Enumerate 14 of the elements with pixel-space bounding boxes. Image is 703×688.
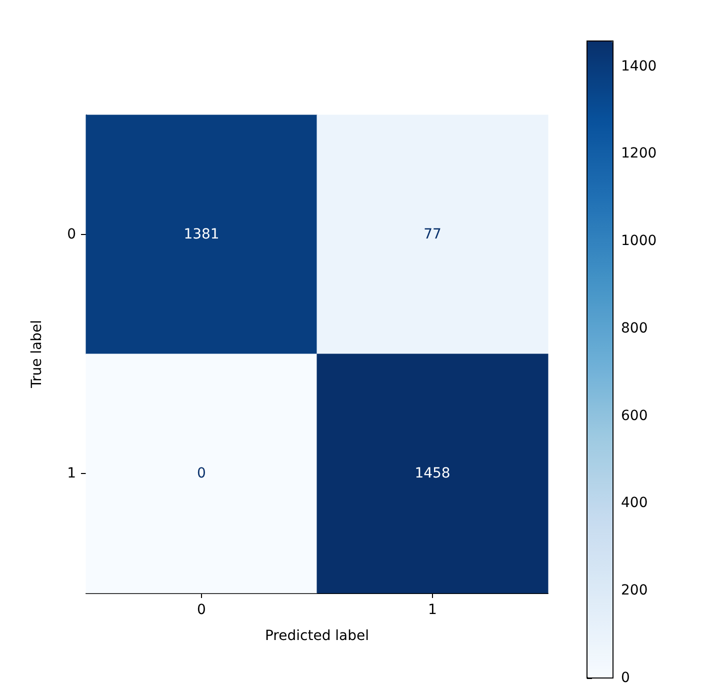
color-bar-label: 1000 xyxy=(621,233,657,250)
data-label: 1381 xyxy=(184,226,220,242)
x-axis-title: Predicted label xyxy=(264,628,370,644)
color-bar-label: 1200 xyxy=(621,146,657,162)
data-label: 0 xyxy=(197,466,206,482)
color-bar-label: 400 xyxy=(621,495,648,512)
color-bar-label: 600 xyxy=(621,408,648,424)
color-bar-label: 1400 xyxy=(621,58,657,74)
data-label: 77 xyxy=(424,226,442,242)
color-bar-label: 0 xyxy=(621,670,630,686)
data-label: 1458 xyxy=(414,466,450,482)
color-bar-label: 800 xyxy=(621,320,648,336)
y-axis-title: True label xyxy=(29,320,45,390)
color-bar-label: 200 xyxy=(621,582,648,599)
